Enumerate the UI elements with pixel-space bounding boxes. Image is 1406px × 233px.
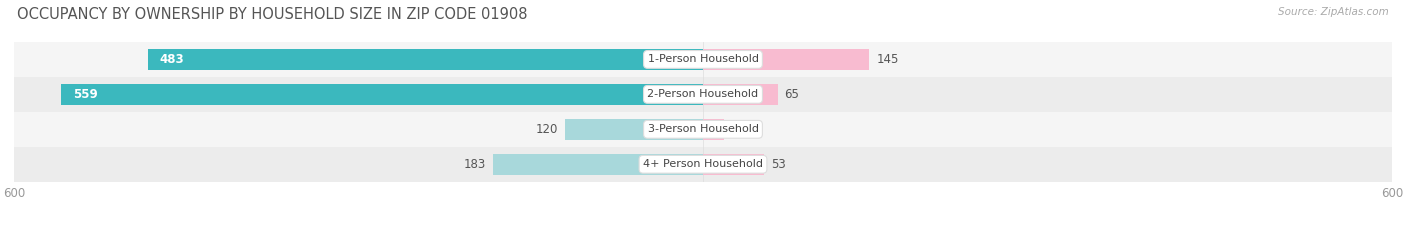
- Text: 145: 145: [876, 53, 898, 66]
- Text: 18: 18: [731, 123, 745, 136]
- Bar: [494, 154, 703, 175]
- Text: OCCUPANCY BY OWNERSHIP BY HOUSEHOLD SIZE IN ZIP CODE 01908: OCCUPANCY BY OWNERSHIP BY HOUSEHOLD SIZE…: [17, 7, 527, 22]
- Bar: [703, 49, 869, 70]
- Text: 53: 53: [770, 158, 786, 171]
- Bar: [565, 119, 703, 140]
- Bar: [149, 49, 703, 70]
- Text: 3-Person Household: 3-Person Household: [648, 124, 758, 134]
- Bar: [14, 147, 1392, 182]
- Text: 483: 483: [160, 53, 184, 66]
- Bar: [703, 84, 778, 105]
- Bar: [60, 84, 703, 105]
- Bar: [703, 154, 763, 175]
- Bar: [14, 42, 1392, 77]
- Bar: [703, 119, 724, 140]
- Text: 65: 65: [785, 88, 800, 101]
- Text: 559: 559: [73, 88, 97, 101]
- Text: 120: 120: [536, 123, 558, 136]
- Text: 183: 183: [464, 158, 486, 171]
- Text: 4+ Person Household: 4+ Person Household: [643, 159, 763, 169]
- Bar: [14, 77, 1392, 112]
- Text: Source: ZipAtlas.com: Source: ZipAtlas.com: [1278, 7, 1389, 17]
- Text: 1-Person Household: 1-Person Household: [648, 55, 758, 64]
- Text: 2-Person Household: 2-Person Household: [647, 89, 759, 99]
- Bar: [14, 112, 1392, 147]
